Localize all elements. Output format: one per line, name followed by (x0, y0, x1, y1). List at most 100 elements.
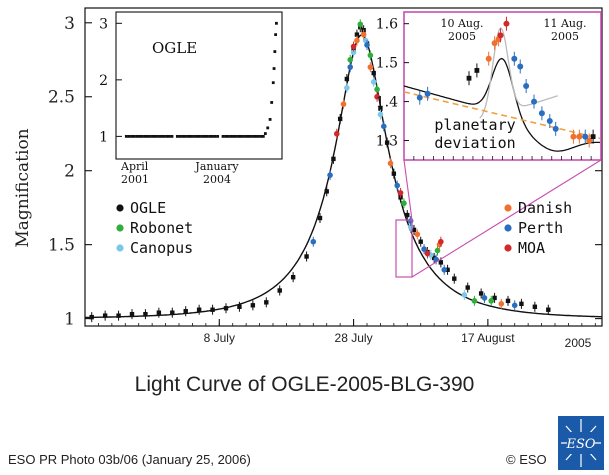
inset-right-point (546, 118, 553, 125)
inset-right-point (424, 90, 431, 97)
inset-right-date-1-year: 2005 (448, 30, 476, 43)
main-data-point (532, 304, 538, 309)
legend-label: Perth (518, 219, 563, 237)
inset-right-no-planet-curve (403, 91, 601, 140)
inset-left-point (165, 134, 169, 138)
main-data-point (237, 304, 242, 309)
main-data-point (102, 313, 108, 318)
inset-left-point (271, 81, 275, 85)
main-data-point (304, 254, 309, 259)
legend-right: Danish Perth MOA (504, 199, 572, 257)
legend-marker (116, 204, 124, 212)
inset-right-date-2-year: 2005 (551, 30, 579, 43)
main-data-point (116, 313, 121, 318)
inset-left-point (167, 134, 171, 138)
main-plot-frame (84, 7, 603, 327)
eso-logo-graphic: ESO (561, 419, 601, 467)
inset-right-gray-curve (479, 27, 558, 119)
main-data-point (387, 160, 394, 167)
eso-logo: ESO (558, 416, 604, 470)
legend-label: MOA (518, 239, 545, 257)
main-data-point (434, 247, 441, 254)
inset-left-point (213, 134, 217, 138)
main-data-point (340, 101, 347, 107)
inset-left-point (256, 134, 260, 138)
inset-left-point (197, 134, 201, 138)
main-data-point (397, 190, 404, 196)
inset-left-point (237, 134, 241, 138)
inset-right-point (497, 32, 504, 39)
copyright: © ESO (506, 452, 547, 467)
main-data-point (481, 295, 488, 301)
inset-right-point (523, 83, 530, 89)
main-data-point (331, 156, 336, 162)
main-data-point (445, 267, 450, 272)
inset-left-point (275, 21, 278, 25)
inset-left-point (184, 134, 187, 138)
main-data-point (478, 291, 484, 296)
main-data-point (374, 93, 380, 100)
inset-left-point (251, 134, 254, 138)
inset-left-point (274, 33, 278, 37)
main-data-point (519, 301, 524, 307)
main-y-tick-label: 3 (64, 14, 75, 34)
y-axis-label: Magnification (13, 128, 33, 247)
legend-label: Robonet (130, 219, 193, 237)
main-data-point (223, 306, 229, 311)
inset-left-point (146, 134, 150, 138)
main-data-point (129, 311, 135, 317)
main-data-point (143, 311, 148, 317)
main-data-point (378, 106, 383, 111)
photo-credit: ESO PR Photo 03b/06 (January 25, 2006) (8, 452, 251, 467)
inset-left-point (266, 126, 270, 130)
main-data-point (333, 130, 340, 137)
inset-left-point (124, 134, 128, 138)
main-data-point (290, 274, 296, 280)
main-data-point (327, 172, 333, 178)
inset-left-title: OGLE (152, 39, 197, 57)
inset-right-point (474, 68, 480, 73)
main-data-point (405, 212, 410, 218)
main-y-tick-label: 2 (64, 162, 75, 182)
main-data-point (250, 303, 256, 308)
inset-left-y-tick-label: 2 (99, 73, 108, 89)
main-data-point (377, 111, 384, 118)
inset-left-point (235, 134, 238, 138)
inset-right-point (576, 133, 583, 140)
main-data-point (465, 285, 470, 290)
main-data-point (196, 307, 202, 312)
main-data-point (357, 21, 364, 28)
inset-left-y-tick-label: 3 (99, 16, 108, 32)
main-data-point (277, 288, 282, 293)
inset-right-y-tick-label: 1.3 (376, 134, 398, 150)
main-data-point (371, 70, 376, 76)
inset-left-point (261, 134, 265, 138)
inset-left-y-tick-label: 1 (99, 129, 108, 145)
inset-left-point (224, 134, 228, 138)
inset-left-point (127, 134, 131, 138)
inset-left-point (189, 134, 193, 138)
inset-left-point (248, 134, 252, 138)
inset-right-point (590, 134, 596, 140)
main-x-tick-label: 17 August (461, 331, 515, 345)
main-data-point (492, 295, 497, 301)
main-data-point (347, 64, 354, 70)
main-y-tick-label: 1 (64, 310, 75, 330)
main-y-tick-label: 2.5 (48, 88, 75, 108)
main-data-point (317, 215, 323, 221)
inset-right-y-ticks: 1.3 1.4 1.5 1.6 (376, 17, 592, 160)
inset-left-point (149, 134, 152, 138)
inset-right-point (511, 55, 518, 62)
main-data-point (374, 86, 380, 93)
main-data-point (344, 76, 350, 82)
legend-label: Canopus (130, 239, 193, 257)
inset-right-point (531, 98, 538, 105)
inset-left-x-label-1-year: 2001 (121, 173, 149, 186)
inset-left-frame (115, 11, 283, 160)
inset-left-point (245, 134, 249, 138)
main-data-point (350, 49, 357, 56)
inset-left-point (226, 134, 230, 138)
main-data-point (407, 218, 414, 224)
inset-left-point (243, 134, 246, 138)
